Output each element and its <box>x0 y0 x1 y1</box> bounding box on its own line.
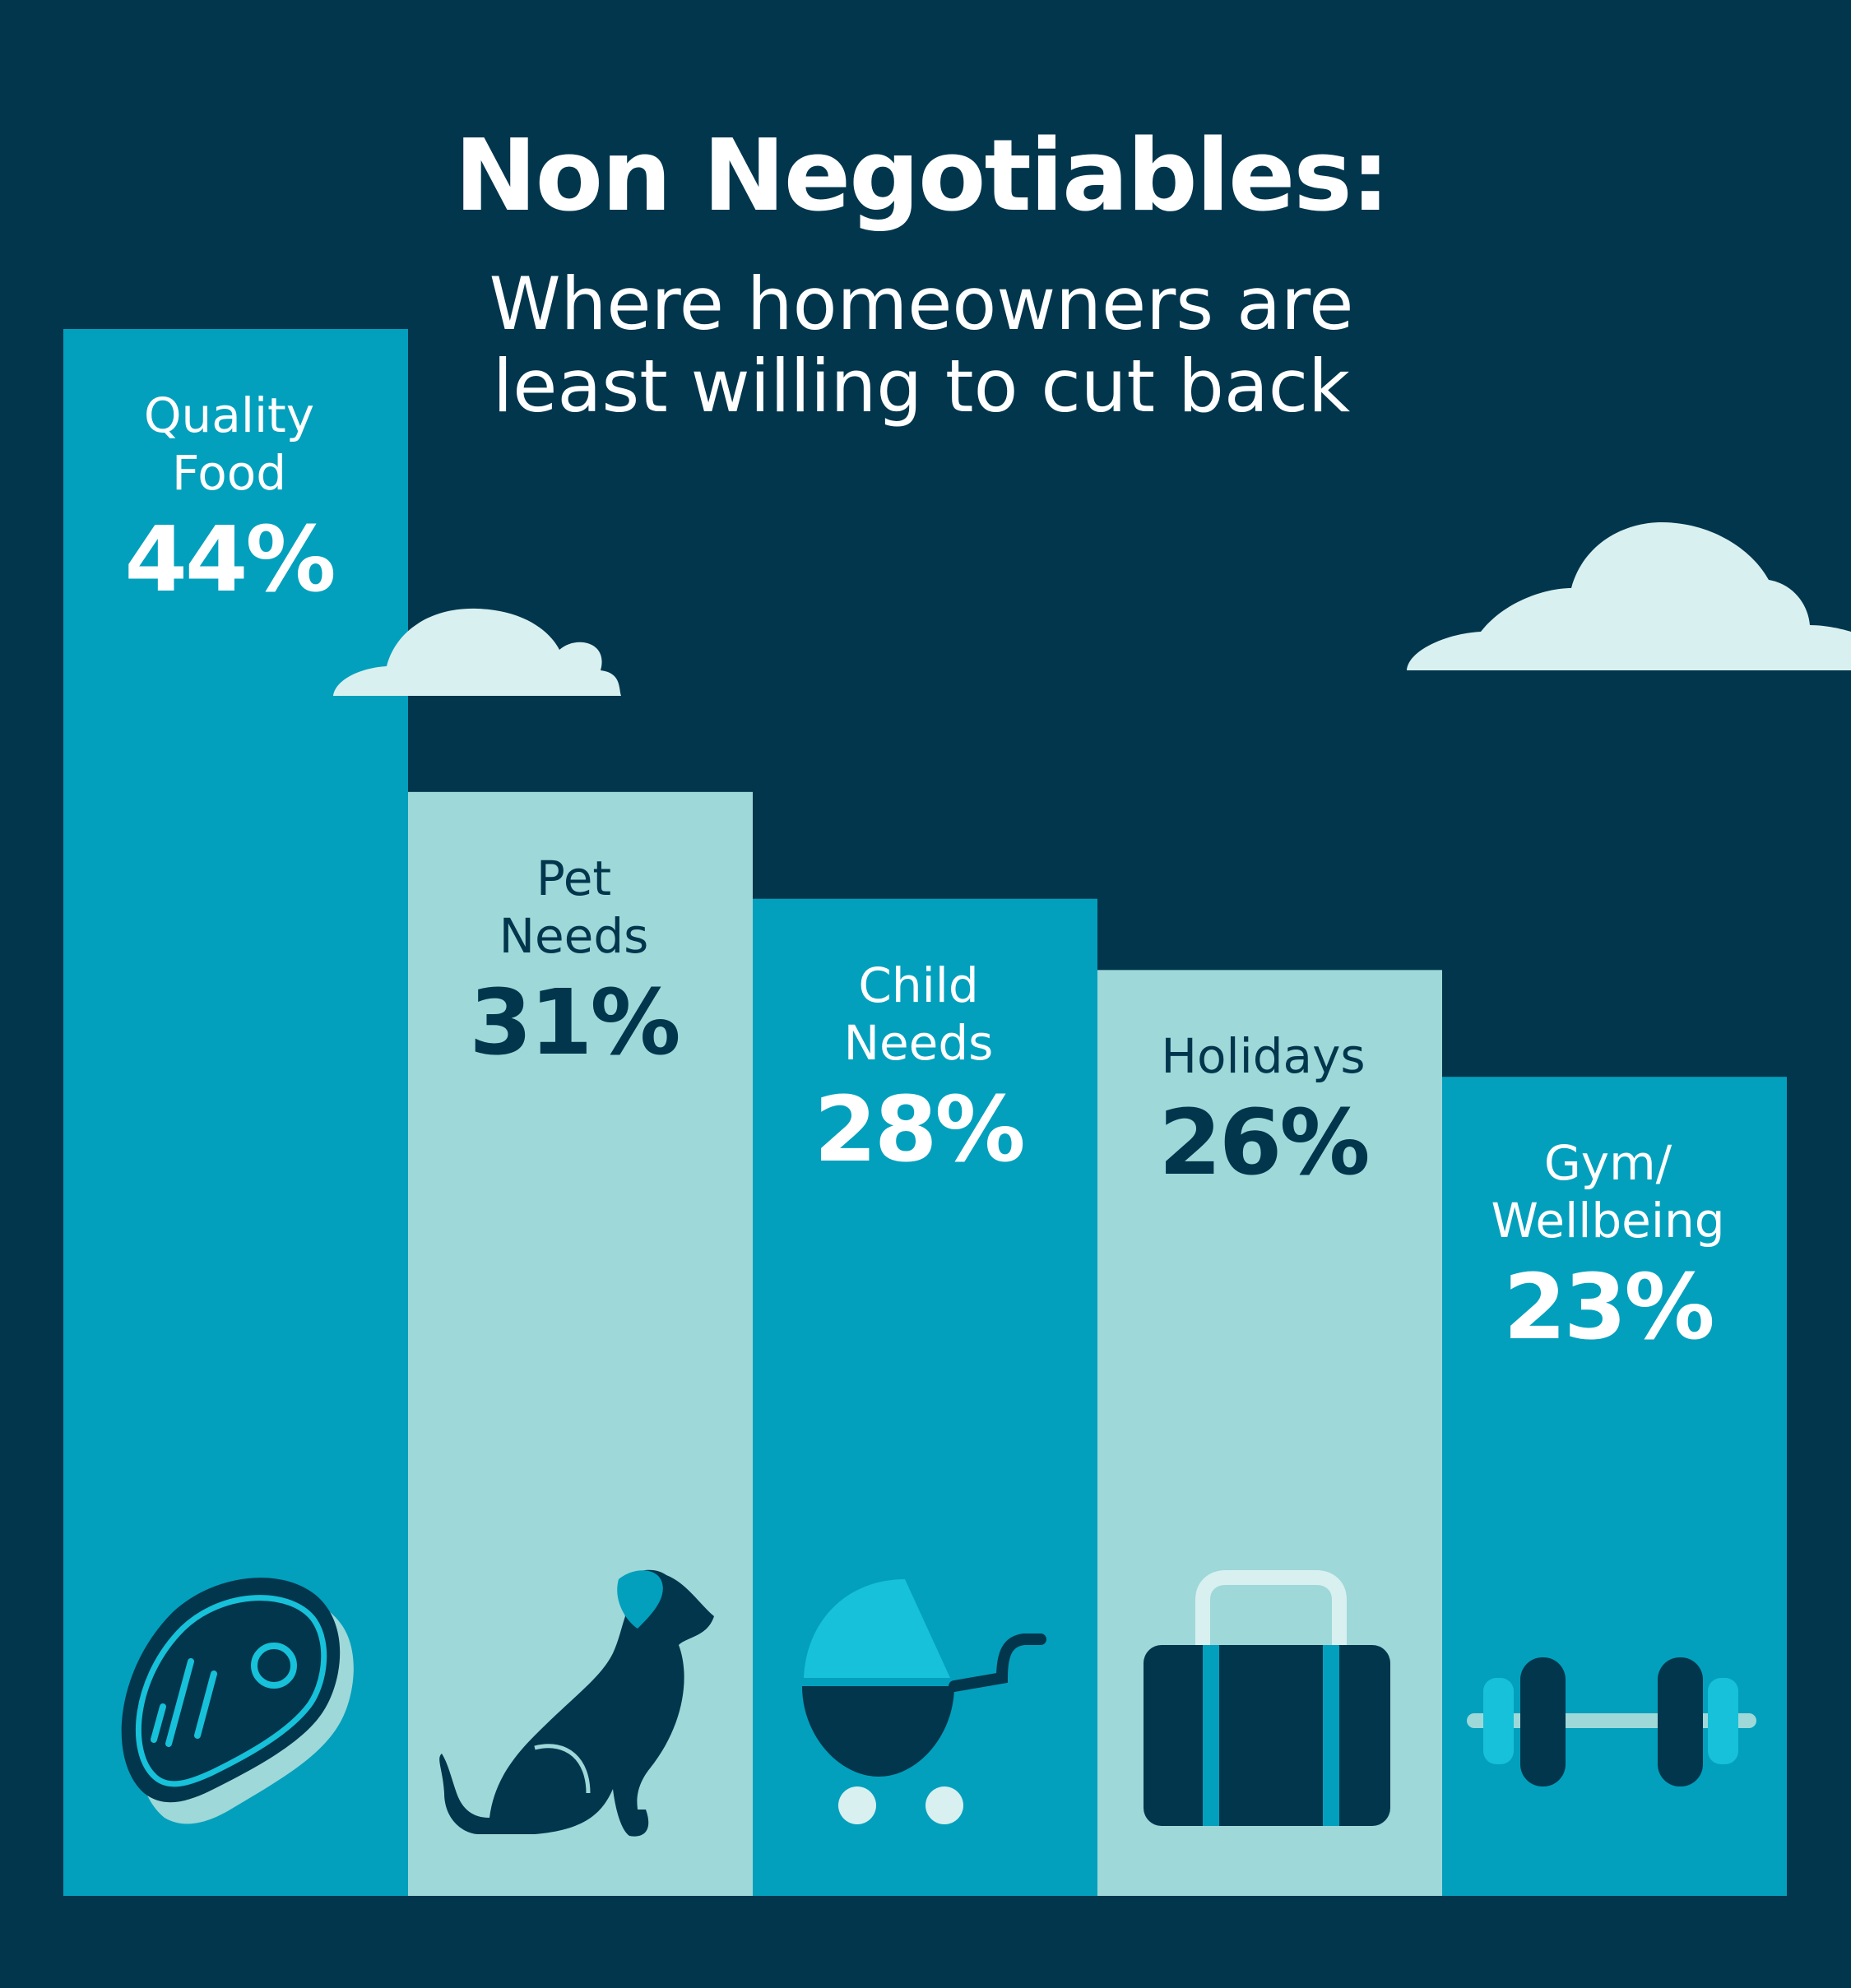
bar-category-label-line: Food <box>171 445 287 501</box>
bar-category-label: Gym/Wellbeing <box>1491 1134 1724 1249</box>
page-subtitle: Where homeowners are least willing to cu… <box>387 263 1456 428</box>
bar-value-label: 26% <box>1158 1090 1370 1196</box>
bar-category-label-line: Child <box>858 957 979 1013</box>
bar-category-label-line: Needs <box>499 907 649 964</box>
clouds-group <box>333 522 1851 696</box>
bar-category-label-line: Wellbeing <box>1491 1193 1725 1249</box>
cloud-left-icon <box>333 608 621 696</box>
subtitle-line-1: Where homeowners are <box>489 262 1354 346</box>
bars-group <box>63 329 1787 1897</box>
steak-icon <box>121 1578 354 1824</box>
suitcase-icon <box>1144 1570 1390 1826</box>
bar-category-label-line: Quality <box>143 387 315 443</box>
cloud-right-icon <box>1407 522 1851 670</box>
bar-value-label: 31% <box>469 969 680 1075</box>
bar-category-label: Quality Food <box>144 387 314 502</box>
bar-value-label: 23% <box>1503 1254 1714 1360</box>
bar-category-label-line: Gym/ <box>1543 1135 1672 1192</box>
pram-icon <box>802 1579 1046 1824</box>
bar-value-label: 28% <box>814 1076 1025 1182</box>
subtitle-line-2: least willing to cut back <box>492 344 1351 429</box>
bar-value-label: 44% <box>124 507 336 612</box>
icons-group <box>121 1569 1756 1837</box>
dumbbell-icon <box>1467 1657 1756 1786</box>
bar-category-label-line: Needs <box>843 1014 994 1071</box>
bar-category-label: Pet Needs <box>499 850 649 965</box>
dog-icon <box>439 1569 714 1837</box>
bar-category-label-line: Pet <box>536 850 612 906</box>
bar-category-label-line: Holidays <box>1161 1028 1366 1085</box>
bar-category-label: Holidays <box>1161 1027 1365 1085</box>
page-title: Non Negotiables: <box>454 119 1390 234</box>
bar-category-label: Child Needs <box>844 957 994 1072</box>
